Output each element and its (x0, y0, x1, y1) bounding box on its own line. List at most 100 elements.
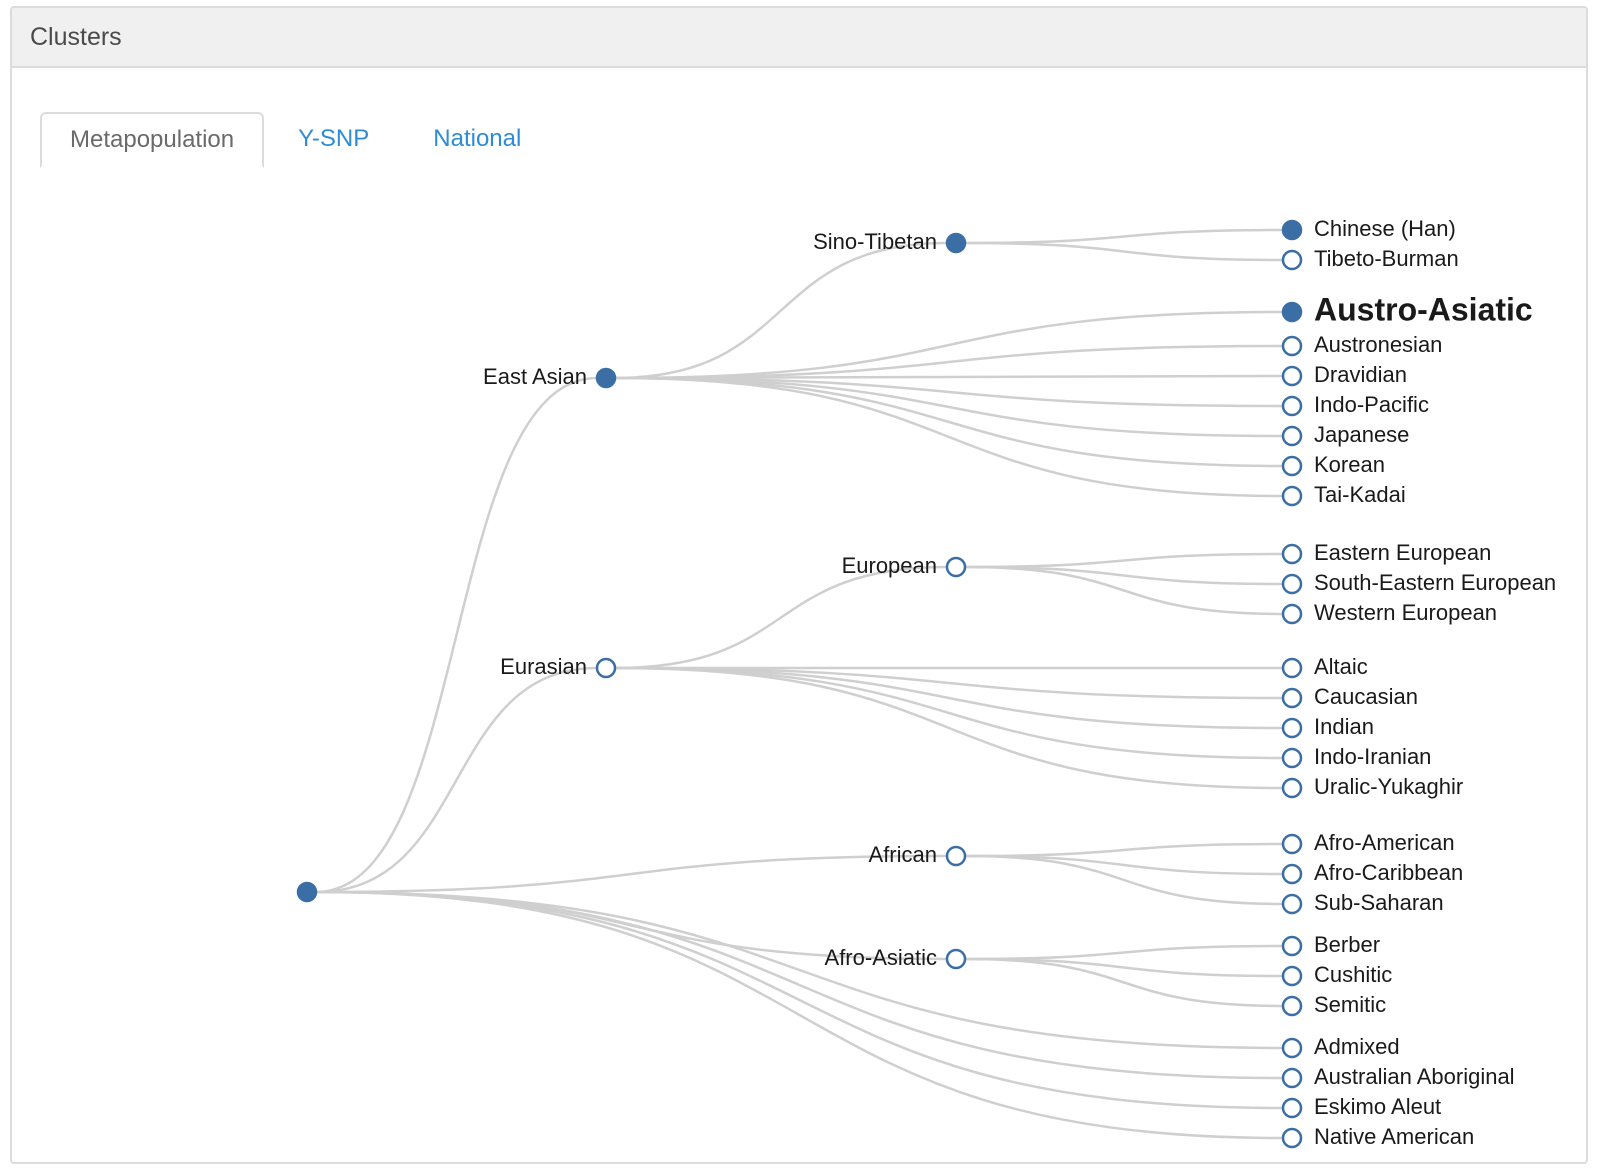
node-aus-aboriginal[interactable] (1283, 1069, 1301, 1087)
label-east-asian: East Asian (483, 364, 587, 389)
node-tai-kadai[interactable] (1283, 487, 1301, 505)
label-indo-pacific[interactable]: Indo-Pacific (1314, 392, 1429, 417)
node-cushitic[interactable] (1283, 967, 1301, 985)
edge-east-asian-tai-kadai (615, 378, 1283, 496)
edge-root-admixed (316, 892, 1283, 1048)
label-cushitic[interactable]: Cushitic (1314, 962, 1392, 987)
node-tibeto-burman[interactable] (1283, 251, 1301, 269)
node-dravidian[interactable] (1283, 367, 1301, 385)
edge-eurasian-indo-iranian (615, 668, 1283, 758)
node-eurasian[interactable] (597, 659, 615, 677)
label-afro-american[interactable]: Afro-American (1314, 830, 1455, 855)
label-se-euro[interactable]: South-Eastern European (1314, 570, 1556, 595)
node-eskimo-aleut[interactable] (1283, 1099, 1301, 1117)
label-afro-asiatic: Afro-Asiatic (825, 945, 937, 970)
edge-sino-tibetan-tibeto-burman (965, 243, 1283, 260)
edge-east-asian-austronesian (615, 346, 1283, 378)
label-korean[interactable]: Korean (1314, 452, 1385, 477)
node-eastern-euro[interactable] (1283, 545, 1301, 563)
node-african[interactable] (947, 847, 965, 865)
label-berber[interactable]: Berber (1314, 932, 1380, 957)
edge-afro-asiatic-berber (965, 946, 1283, 959)
node-austronesian[interactable] (1283, 337, 1301, 355)
label-european: European (842, 553, 937, 578)
edge-afro-asiatic-semitic (965, 959, 1283, 1006)
node-western-euro[interactable] (1283, 605, 1301, 623)
label-sub-saharan[interactable]: Sub-Saharan (1314, 890, 1444, 915)
label-altaic[interactable]: Altaic (1314, 654, 1368, 679)
node-chinese-han[interactable] (1283, 221, 1301, 239)
edge-eurasian-uralic-yukaghir (615, 668, 1283, 788)
label-african: African (869, 842, 937, 867)
label-native-american[interactable]: Native American (1314, 1124, 1474, 1149)
node-sino-tibetan[interactable] (947, 234, 965, 252)
edge-afro-asiatic-cushitic (965, 959, 1283, 976)
label-chinese-han[interactable]: Chinese (Han) (1314, 216, 1456, 241)
label-western-euro[interactable]: Western European (1314, 600, 1497, 625)
edge-east-asian-dravidian (615, 376, 1283, 378)
edge-east-asian-japanese (615, 378, 1283, 436)
label-afro-caribbean[interactable]: Afro-Caribbean (1314, 860, 1463, 885)
label-dravidian[interactable]: Dravidian (1314, 362, 1407, 387)
tab-national[interactable]: National (403, 110, 551, 166)
label-eastern-euro[interactable]: Eastern European (1314, 540, 1491, 565)
edge-european-western-euro (965, 567, 1283, 614)
label-sino-tibetan: Sino-Tibetan (813, 229, 937, 254)
tab-underline (40, 166, 1568, 168)
panel-title: Clusters (30, 23, 122, 52)
label-caucasian[interactable]: Caucasian (1314, 684, 1418, 709)
label-eurasian: Eurasian (500, 654, 587, 679)
edge-root-afro-asiatic (316, 892, 947, 959)
node-indo-pacific[interactable] (1283, 397, 1301, 415)
node-sub-saharan[interactable] (1283, 895, 1301, 913)
node-uralic-yukaghir[interactable] (1283, 779, 1301, 797)
edge-east-asian-indo-pacific (615, 378, 1283, 406)
label-tibeto-burman[interactable]: Tibeto-Burman (1314, 246, 1459, 271)
node-native-american[interactable] (1283, 1129, 1301, 1147)
node-indo-iranian[interactable] (1283, 749, 1301, 767)
edge-root-eskimo-aleut (316, 892, 1283, 1108)
node-afro-american[interactable] (1283, 835, 1301, 853)
node-admixed[interactable] (1283, 1039, 1301, 1057)
node-korean[interactable] (1283, 457, 1301, 475)
node-austro-asiatic[interactable] (1283, 303, 1301, 321)
node-east-asian[interactable] (597, 369, 615, 387)
label-japanese[interactable]: Japanese (1314, 422, 1409, 447)
label-eskimo-aleut[interactable]: Eskimo Aleut (1314, 1094, 1441, 1119)
edge-east-asian-korean (615, 378, 1283, 466)
edge-african-afro-american (965, 844, 1283, 856)
node-berber[interactable] (1283, 937, 1301, 955)
node-european[interactable] (947, 558, 965, 576)
node-altaic[interactable] (1283, 659, 1301, 677)
tabbar: MetapopulationY-SNPNational (40, 110, 555, 166)
node-indian[interactable] (1283, 719, 1301, 737)
node-afro-caribbean[interactable] (1283, 865, 1301, 883)
label-aus-aboriginal[interactable]: Australian Aboriginal (1314, 1064, 1515, 1089)
label-indian[interactable]: Indian (1314, 714, 1374, 739)
edge-african-sub-saharan (965, 856, 1283, 904)
cluster-tree: East Asian Eurasian Sino-Tibetan European Af… (12, 8, 1588, 1164)
node-semitic[interactable] (1283, 997, 1301, 1015)
edge-east-asian-austro-asiatic (615, 312, 1283, 378)
node-japanese[interactable] (1283, 427, 1301, 445)
label-austronesian[interactable]: Austronesian (1314, 332, 1442, 357)
label-uralic-yukaghir[interactable]: Uralic-Yukaghir (1314, 774, 1463, 799)
label-semitic[interactable]: Semitic (1314, 992, 1386, 1017)
node-se-euro[interactable] (1283, 575, 1301, 593)
edge-root-aus-aboriginal (316, 892, 1283, 1078)
panel-header: Clusters (12, 8, 1586, 68)
edge-eurasian-european (615, 567, 947, 668)
node-root[interactable] (298, 883, 316, 901)
edge-root-eurasian (316, 668, 597, 892)
label-admixed[interactable]: Admixed (1314, 1034, 1400, 1059)
edge-european-se-euro (965, 567, 1283, 584)
label-indo-iranian[interactable]: Indo-Iranian (1314, 744, 1431, 769)
edge-eurasian-caucasian (615, 668, 1283, 698)
tab-y-snp[interactable]: Y-SNP (268, 110, 399, 166)
node-afro-asiatic[interactable] (947, 950, 965, 968)
node-caucasian[interactable] (1283, 689, 1301, 707)
label-austro-asiatic[interactable]: Austro-Asiatic (1314, 291, 1533, 327)
tab-metapopulation[interactable]: Metapopulation (40, 112, 264, 168)
label-tai-kadai[interactable]: Tai-Kadai (1314, 482, 1406, 507)
edge-east-asian-sino-tibetan (615, 243, 947, 378)
